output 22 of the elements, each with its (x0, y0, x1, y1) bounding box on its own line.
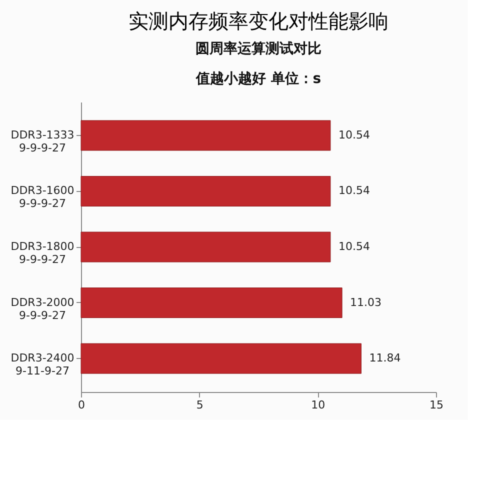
text: 值越小越好 单位：s (194, 71, 322, 87)
bar (80, 288, 342, 318)
x-tick-label: 15 (430, 398, 444, 412)
chart-subtitle: 圆周率运算测试对比 (196, 40, 322, 57)
x-tick-label: 5 (196, 398, 204, 412)
data-label: 11.84 (369, 352, 401, 365)
y-tick-label: DDR3-1333 9-9-9-27 (10, 128, 74, 154)
y-tick-label: DDR3-1600 9-9-9-27 (10, 184, 74, 210)
bar (80, 176, 331, 206)
x-tick-label: 0 (78, 398, 85, 412)
data-label: 10.54 (338, 128, 370, 142)
y-tick-label: DDR3-1800 9-9-9-27 (10, 240, 74, 266)
data-label: 10.54 (338, 184, 370, 198)
bar (80, 120, 331, 151)
bar (80, 343, 362, 374)
y-tick-label: DDR3-2000 9-9-9-27 (10, 296, 74, 322)
data-label: 11.03 (350, 296, 382, 309)
y-tick-label: DDR3-2400 9-11-9-27 (10, 352, 74, 378)
bar (80, 232, 331, 262)
x-tick-label: 10 (311, 398, 326, 412)
data-label: 10.54 (338, 240, 370, 253)
chart-title: 实测内存频率变化对性能影响 (128, 9, 388, 33)
